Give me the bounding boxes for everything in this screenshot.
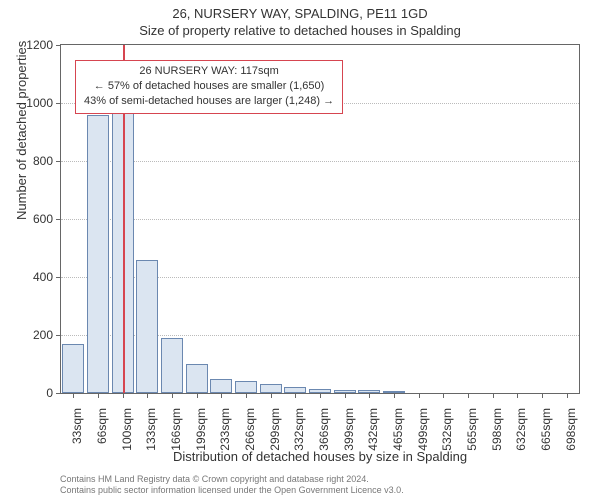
x-tick-label: 565sqm: [465, 408, 479, 451]
y-axis-label: Number of detached properties: [14, 41, 29, 220]
histogram-bar: [136, 260, 158, 393]
x-tick-label: 66sqm: [95, 408, 109, 444]
y-tick-label: 1200: [26, 38, 53, 52]
x-axis-label: Distribution of detached houses by size …: [61, 449, 579, 464]
x-tick-label: 432sqm: [366, 408, 380, 451]
y-tick: [56, 103, 60, 104]
x-tick: [443, 393, 444, 398]
x-tick: [123, 393, 124, 398]
x-tick-label: 698sqm: [564, 408, 578, 451]
x-tick: [271, 393, 272, 398]
attribution-line-2: Contains public sector information licen…: [60, 485, 404, 496]
callout-box: 26 NURSERY WAY: 117sqm ← 57% of detached…: [75, 60, 343, 114]
y-tick-label: 400: [33, 270, 53, 284]
x-tick: [493, 393, 494, 398]
histogram-bar: [87, 115, 109, 393]
y-tick-label: 1000: [26, 96, 53, 110]
y-tick-label: 800: [33, 154, 53, 168]
x-tick-label: 632sqm: [514, 408, 528, 451]
x-tick-label: 299sqm: [268, 408, 282, 451]
x-tick-label: 100sqm: [120, 408, 134, 451]
plot-area: 02004006008001000120033sqm66sqm100sqm133…: [60, 44, 580, 394]
x-tick-label: 33sqm: [70, 408, 84, 444]
x-tick: [221, 393, 222, 398]
x-tick-label: 133sqm: [144, 408, 158, 451]
histogram-bar: [210, 379, 232, 394]
histogram-bar: [260, 384, 282, 393]
callout-line-3: 43% of semi-detached houses are larger (…: [84, 94, 334, 109]
attribution: Contains HM Land Registry data © Crown c…: [60, 474, 404, 497]
y-tick-label: 0: [46, 386, 53, 400]
x-tick-label: 266sqm: [243, 408, 257, 451]
chart-subtitle: Size of property relative to detached ho…: [0, 21, 600, 38]
x-tick: [98, 393, 99, 398]
y-tick: [56, 161, 60, 162]
x-tick: [567, 393, 568, 398]
gridline: [61, 219, 579, 220]
x-tick: [345, 393, 346, 398]
x-tick-label: 532sqm: [440, 408, 454, 451]
x-tick: [295, 393, 296, 398]
x-tick: [320, 393, 321, 398]
y-tick: [56, 393, 60, 394]
callout-line-2: ← 57% of detached houses are smaller (1,…: [84, 79, 334, 94]
chart-title: 26, NURSERY WAY, SPALDING, PE11 1GD: [0, 0, 600, 21]
x-tick: [73, 393, 74, 398]
x-tick: [369, 393, 370, 398]
y-tick: [56, 45, 60, 46]
y-tick: [56, 219, 60, 220]
x-tick: [147, 393, 148, 398]
x-tick-label: 366sqm: [317, 408, 331, 451]
x-tick-label: 598sqm: [490, 408, 504, 451]
x-tick: [468, 393, 469, 398]
histogram-bar: [186, 364, 208, 393]
x-tick-label: 499sqm: [416, 408, 430, 451]
x-tick-label: 199sqm: [194, 408, 208, 451]
y-tick: [56, 335, 60, 336]
x-tick: [517, 393, 518, 398]
histogram-bar: [161, 338, 183, 393]
x-tick: [246, 393, 247, 398]
x-tick-label: 399sqm: [342, 408, 356, 451]
x-tick: [419, 393, 420, 398]
x-tick-label: 233sqm: [218, 408, 232, 451]
chart-container: 26, NURSERY WAY, SPALDING, PE11 1GD Size…: [0, 0, 600, 500]
x-tick: [542, 393, 543, 398]
x-tick-label: 166sqm: [169, 408, 183, 451]
y-tick: [56, 277, 60, 278]
x-tick: [394, 393, 395, 398]
y-tick-label: 200: [33, 328, 53, 342]
histogram-bar: [235, 381, 257, 393]
histogram-bar: [62, 344, 84, 393]
x-tick-label: 332sqm: [292, 408, 306, 451]
callout-line-1: 26 NURSERY WAY: 117sqm: [84, 64, 334, 79]
attribution-line-1: Contains HM Land Registry data © Crown c…: [60, 474, 404, 485]
gridline: [61, 161, 579, 162]
y-tick-label: 600: [33, 212, 53, 226]
x-tick-label: 465sqm: [391, 408, 405, 451]
x-tick-label: 665sqm: [539, 408, 553, 451]
x-tick: [197, 393, 198, 398]
x-tick: [172, 393, 173, 398]
